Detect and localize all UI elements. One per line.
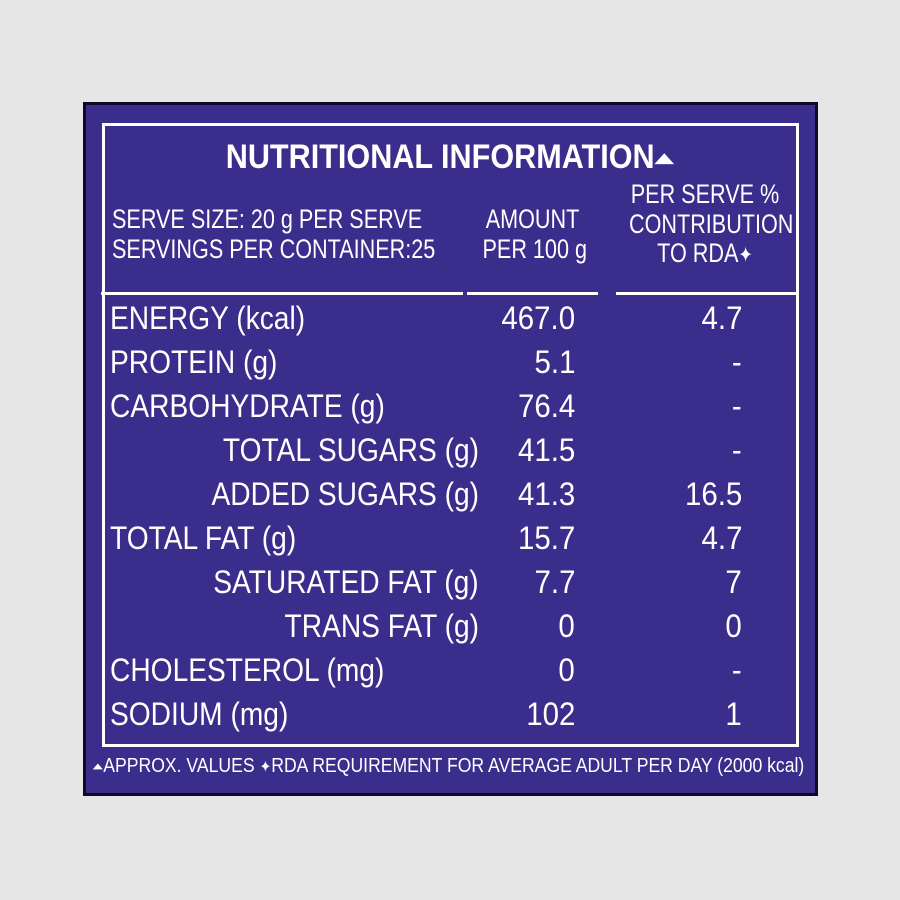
nutrient-amount: 467.0 [501, 300, 575, 336]
nutrient-rda: - [732, 388, 742, 424]
nutrient-label: TOTAL FAT (g) [110, 520, 297, 556]
approx-mark-icon: ⏶ [92, 759, 104, 776]
nutrient-amount: 5.1 [534, 344, 575, 380]
nutrient-label: PROTEIN (g) [110, 344, 278, 380]
nutrient-label: CARBOHYDRATE (g) [110, 388, 385, 424]
nutrient-label: CHOLESTEROL (mg) [110, 652, 385, 688]
rda-header-line2: CONTRIBUTION [629, 208, 794, 239]
nutrient-amount: 15.7 [517, 520, 575, 556]
nutrient-label: SODIUM (mg) [110, 696, 289, 732]
nutrient-rda: 16.5 [684, 476, 742, 512]
approx-mark-icon: ⏶ [654, 143, 675, 174]
nutrient-label: SATURATED FAT (g) [213, 564, 479, 600]
nutrient-amount: 0 [558, 608, 575, 644]
serve-size-text: SERVE SIZE: 20 g PER SERVE [112, 204, 423, 234]
nutrient-amount: 7.7 [534, 564, 575, 600]
rda-mark-icon: ✦ [259, 759, 272, 776]
nutrient-rda: 7 [725, 564, 742, 600]
rda-mark-icon: ✦ [738, 242, 753, 268]
amount-column-header: AMOUNT PER 100 g [482, 204, 587, 264]
nutrient-amount: 0 [558, 652, 575, 688]
header-rule-amount [467, 292, 598, 295]
nutrient-label: ENERGY (kcal) [110, 300, 306, 336]
nutrient-amount: 41.5 [517, 432, 575, 468]
nutrient-amount: 76.4 [517, 388, 575, 424]
rda-header-line1: PER SERVE % [630, 179, 780, 209]
nutrient-rda: 1 [725, 696, 742, 732]
header-rule-label [101, 292, 463, 295]
footnote-approx: APPROX. VALUES [103, 755, 255, 777]
nutrient-label: ADDED SUGARS (g) [211, 476, 479, 512]
table-title: NUTRITIONAL INFORMATION⏶ [45, 140, 855, 174]
nutrient-label: TRANS FAT (g) [284, 608, 479, 644]
footnote: ⏶APPROX. VALUES ✦RDA REQUIREMENT FOR AVE… [92, 756, 804, 776]
nutrition-table-frame [102, 123, 799, 747]
rda-header-line3: TO RDA✦ [657, 238, 753, 269]
header-rule-rda [616, 292, 796, 295]
nutrient-rda: 4.7 [701, 300, 742, 336]
nutrient-rda: - [732, 432, 742, 468]
servings-text: SERVINGS PER CONTAINER:25 [112, 233, 436, 264]
amount-header-line1: AMOUNT [485, 204, 580, 234]
nutrition-panel [83, 102, 818, 796]
serve-info: SERVE SIZE: 20 g PER SERVE SERVINGS PER … [112, 204, 436, 264]
rda-column-header: PER SERVE % CONTRIBUTION TO RDA✦ [629, 179, 794, 269]
nutrient-rda: - [732, 344, 742, 380]
footnote-rda: RDA REQUIREMENT FOR AVERAGE ADULT PER DA… [271, 755, 805, 777]
nutrient-amount: 41.3 [517, 476, 575, 512]
nutrient-rda: 0 [725, 608, 742, 644]
title-text: NUTRITIONAL INFORMATION [225, 138, 655, 176]
amount-header-line2: PER 100 g [482, 233, 587, 264]
nutrient-rda: - [732, 652, 742, 688]
nutrient-rda: 4.7 [701, 520, 742, 556]
nutrient-label: TOTAL SUGARS (g) [222, 432, 479, 468]
nutrient-amount: 102 [525, 696, 575, 732]
